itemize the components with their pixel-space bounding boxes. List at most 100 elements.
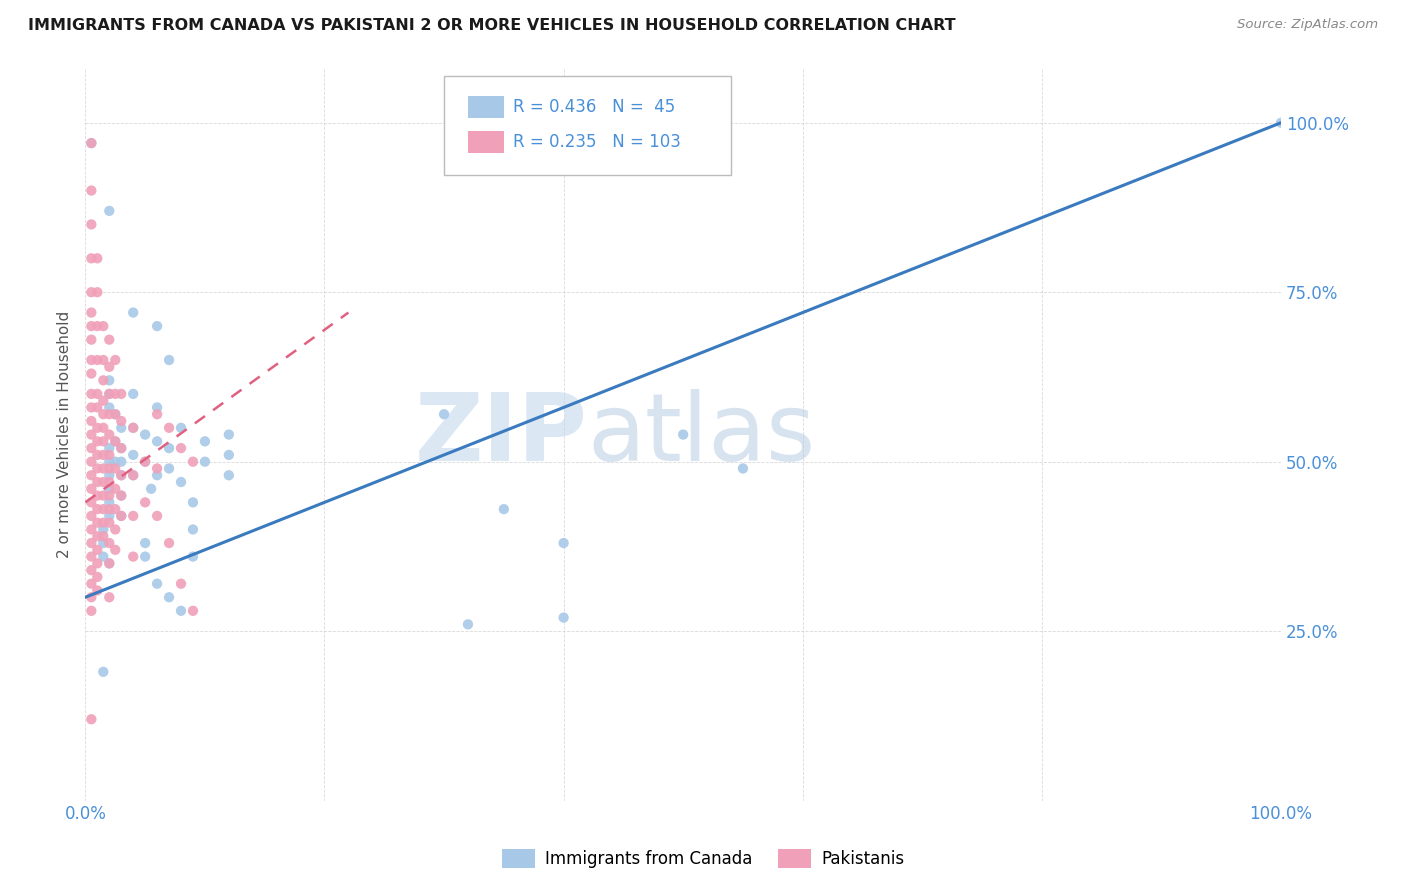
Point: [110, 489, 132, 503]
Point: [80, 387, 103, 401]
Point: [86, 252, 108, 266]
Point: [86, 516, 108, 530]
Y-axis label: 2 or more Vehicles in Household: 2 or more Vehicles in Household: [58, 311, 72, 558]
Point: [146, 319, 169, 334]
Point: [80, 591, 103, 605]
Point: [146, 461, 169, 475]
Point: [91, 319, 114, 334]
Point: [91, 353, 114, 368]
Point: [98, 427, 121, 442]
Legend: Immigrants from Canada, Pakistanis: Immigrants from Canada, Pakistanis: [495, 842, 911, 875]
Point: [86, 542, 108, 557]
Point: [122, 508, 145, 523]
Point: [86, 434, 108, 449]
Point: [91, 434, 114, 449]
Point: [80, 184, 103, 198]
Point: [91, 536, 114, 550]
Point: [98, 516, 121, 530]
Point: [553, 536, 575, 550]
Point: [80, 401, 103, 415]
Point: [157, 441, 180, 455]
Point: [98, 468, 121, 483]
Point: [157, 421, 180, 435]
Point: [122, 387, 145, 401]
Point: [110, 508, 132, 523]
Bar: [468, 96, 503, 119]
Point: [134, 536, 156, 550]
Point: [492, 502, 515, 516]
Point: [80, 495, 103, 509]
Point: [80, 712, 103, 726]
Point: [98, 557, 121, 571]
Point: [104, 434, 127, 449]
Point: [146, 468, 169, 483]
Point: [457, 617, 479, 632]
Point: [104, 353, 127, 368]
Point: [80, 305, 103, 319]
Point: [146, 407, 169, 421]
Point: [181, 604, 204, 618]
Point: [80, 136, 103, 150]
Point: [98, 387, 121, 401]
Point: [553, 610, 575, 624]
Point: [80, 218, 103, 232]
Point: [98, 401, 121, 415]
Point: [194, 455, 217, 469]
Point: [218, 448, 240, 462]
Point: [104, 502, 127, 516]
Point: [98, 359, 121, 374]
Point: [104, 455, 127, 469]
Point: [146, 576, 169, 591]
Point: [157, 353, 180, 368]
Point: [110, 387, 132, 401]
Point: [86, 387, 108, 401]
Point: [91, 549, 114, 564]
Point: [170, 421, 193, 435]
Text: Source: ZipAtlas.com: Source: ZipAtlas.com: [1237, 18, 1378, 31]
Point: [122, 549, 145, 564]
Point: [86, 557, 108, 571]
Point: [91, 665, 114, 679]
Point: [98, 333, 121, 347]
Point: [86, 529, 108, 543]
Point: [80, 468, 103, 483]
Point: [80, 136, 103, 150]
Point: [104, 407, 127, 421]
Point: [98, 495, 121, 509]
Point: [122, 421, 145, 435]
Point: [104, 434, 127, 449]
Point: [86, 461, 108, 475]
Point: [218, 427, 240, 442]
Point: [80, 367, 103, 381]
Point: [110, 508, 132, 523]
Point: [146, 508, 169, 523]
Point: [181, 523, 204, 537]
FancyBboxPatch shape: [444, 76, 731, 175]
Point: [98, 373, 121, 387]
Point: [157, 591, 180, 605]
Point: [98, 203, 121, 218]
Point: [86, 448, 108, 462]
Point: [98, 461, 121, 475]
Point: [80, 482, 103, 496]
Point: [91, 373, 114, 387]
Point: [91, 448, 114, 462]
Point: [98, 475, 121, 489]
Point: [86, 421, 108, 435]
Point: [157, 461, 180, 475]
Point: [91, 421, 114, 435]
Point: [110, 441, 132, 455]
Point: [104, 407, 127, 421]
Point: [98, 536, 121, 550]
Text: R = 0.436   N =  45: R = 0.436 N = 45: [513, 98, 676, 116]
Point: [122, 448, 145, 462]
Point: [86, 489, 108, 503]
Point: [98, 448, 121, 462]
Point: [98, 482, 121, 496]
Point: [104, 523, 127, 537]
Point: [181, 455, 204, 469]
Point: [98, 502, 121, 516]
Point: [134, 455, 156, 469]
Point: [86, 502, 108, 516]
Point: [134, 427, 156, 442]
